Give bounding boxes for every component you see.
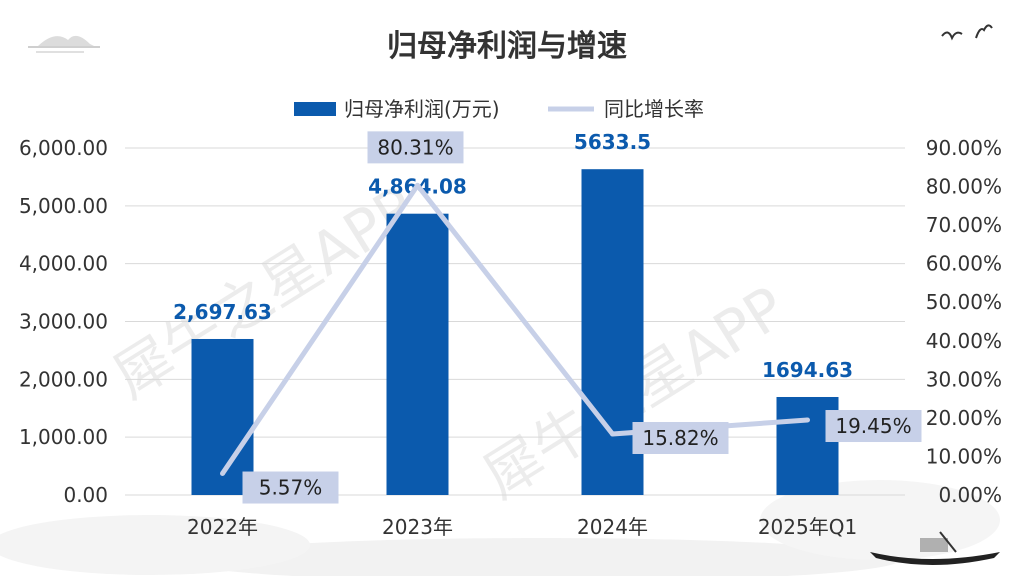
boat-icon	[870, 531, 1000, 565]
line-value-label: 19.45%	[835, 414, 911, 438]
line-value-label: 80.31%	[377, 135, 453, 159]
x-tick-label: 2025年Q1	[758, 515, 857, 539]
y-left-tick-label: 6,000.00	[19, 136, 108, 160]
line-series: 5.57% 80.31% 15.82% 19.45%	[220, 131, 922, 504]
y-right-tick-label: 70.00%	[926, 213, 1002, 237]
y-right-tick-label: 90.00%	[926, 136, 1002, 160]
bar-value-label: 2,697.63	[173, 300, 272, 324]
legend: 归母净利润(万元) 同比增长率	[294, 97, 704, 121]
y-left-tick-label: 0.00	[63, 483, 108, 507]
y-left-tick-label: 4,000.00	[19, 252, 108, 276]
legend-line-label: 同比增长率	[604, 97, 704, 121]
x-tick-label: 2023年	[382, 515, 453, 539]
bar-value-label: 1694.63	[762, 358, 853, 382]
line-value-label: 15.82%	[642, 426, 718, 450]
chart-title: 归母净利润与增速	[387, 29, 627, 64]
birds-icon	[941, 24, 993, 41]
x-axis: 2022年 2023年 2024年 2025年Q1	[187, 515, 857, 539]
line-value-label-bg	[242, 471, 339, 504]
line-point	[220, 471, 225, 477]
legend-bar-label: 归母净利润(万元)	[344, 97, 500, 121]
y-left-tick-label: 5,000.00	[19, 194, 108, 218]
line-value-label-bg	[632, 422, 729, 455]
legend-bar-swatch	[294, 102, 336, 116]
watermark: 犀牛之星APP	[101, 173, 427, 412]
x-tick-label: 2024年	[577, 515, 648, 539]
y-right-tick-label: 30.00%	[926, 367, 1002, 391]
y-right-tick-label: 0.00%	[938, 483, 1002, 507]
bar	[386, 213, 449, 496]
y-axis-right: 0.00% 10.00% 20.00% 30.00% 40.00% 50.00% 60.00…	[926, 136, 1002, 507]
mountain-icon	[28, 35, 100, 53]
line-value-label-bg	[367, 131, 464, 164]
y-right-tick-label: 80.00%	[926, 175, 1002, 199]
y-right-tick-label: 60.00%	[926, 252, 1002, 276]
y-left-tick-label: 2,000.00	[19, 367, 108, 391]
y-right-tick-label: 50.00%	[926, 290, 1002, 314]
y-axis-left: 0.00 1,000.00 2,000.00 3,000.00 4,000.00 5,00…	[19, 136, 108, 507]
bar-value-label: 5633.5	[574, 130, 651, 154]
gridlines	[125, 147, 905, 496]
x-tick-label: 2022年	[187, 515, 258, 539]
y-right-tick-label: 10.00%	[926, 444, 1002, 468]
bar	[191, 338, 254, 495]
line-point	[805, 417, 810, 423]
line-point	[415, 182, 420, 188]
y-left-tick-label: 3,000.00	[19, 310, 108, 334]
background-decoration	[0, 480, 1000, 576]
line-value-label: 5.57%	[259, 476, 323, 500]
y-left-tick-label: 1,000.00	[19, 425, 108, 449]
line-value-label-bg	[825, 410, 922, 443]
y-right-tick-label: 40.00%	[926, 329, 1002, 353]
line-point	[610, 431, 615, 437]
y-right-tick-label: 20.00%	[926, 406, 1002, 430]
